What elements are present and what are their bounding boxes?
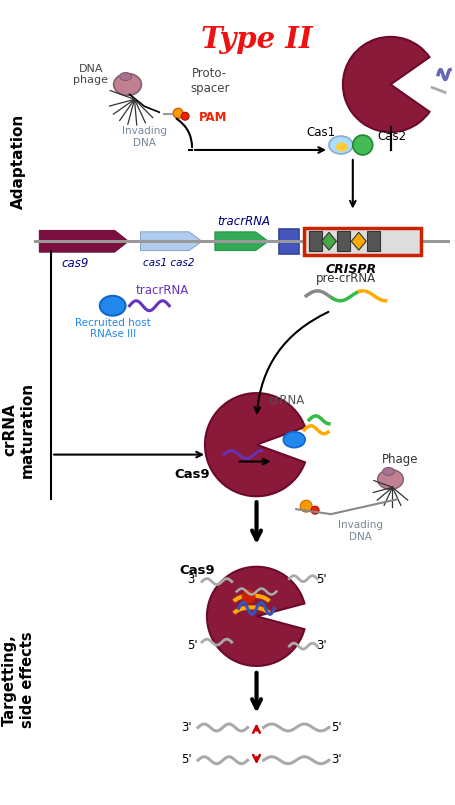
Text: Phage: Phage: [382, 453, 419, 466]
Text: Type II: Type II: [201, 25, 312, 54]
Text: Cas2: Cas2: [378, 130, 407, 142]
Bar: [308, 231, 322, 251]
Text: PAM: PAM: [199, 111, 228, 124]
Circle shape: [300, 500, 312, 512]
Bar: [279, 229, 299, 254]
Wedge shape: [207, 567, 304, 666]
Wedge shape: [205, 393, 305, 496]
Text: CRISPR: CRISPR: [325, 263, 376, 276]
Text: 5': 5': [331, 721, 342, 734]
Ellipse shape: [120, 72, 131, 81]
Circle shape: [242, 589, 256, 604]
Text: Recruited host
RNAse III: Recruited host RNAse III: [75, 318, 151, 340]
Text: DNA
phage: DNA phage: [73, 64, 108, 85]
Ellipse shape: [336, 142, 348, 151]
Ellipse shape: [100, 295, 126, 316]
Text: cas1 cas2: cas1 cas2: [143, 258, 195, 268]
Circle shape: [353, 135, 373, 155]
Bar: [367, 231, 380, 251]
Circle shape: [181, 112, 189, 120]
Ellipse shape: [378, 469, 404, 489]
Text: tracrRNA: tracrRNA: [217, 215, 270, 228]
Ellipse shape: [383, 468, 394, 476]
Bar: [338, 231, 350, 251]
Text: Cas9: Cas9: [174, 468, 210, 481]
Text: Cas9: Cas9: [179, 564, 215, 577]
Text: Proto-
spacer: Proto- spacer: [190, 67, 230, 94]
Text: crRNA
maturation: crRNA maturation: [2, 382, 35, 478]
Bar: [304, 229, 421, 255]
Text: Invading
DNA: Invading DNA: [122, 126, 167, 148]
Text: 5': 5': [316, 573, 327, 586]
Text: pre-crRNA: pre-crRNA: [316, 272, 376, 286]
Text: cas9: cas9: [61, 257, 89, 270]
Text: Targetting,
side effects: Targetting, side effects: [2, 632, 35, 729]
Wedge shape: [343, 37, 430, 132]
FancyArrow shape: [215, 232, 268, 250]
Text: 3': 3': [187, 573, 198, 586]
Circle shape: [311, 506, 319, 514]
Text: 5': 5': [187, 638, 198, 651]
Text: 3': 3': [331, 753, 342, 766]
Text: 5': 5': [182, 753, 192, 766]
FancyArrow shape: [39, 230, 129, 252]
Polygon shape: [322, 233, 336, 250]
Text: Adaptation: Adaptation: [11, 114, 26, 209]
Polygon shape: [351, 233, 366, 250]
Text: 3': 3': [316, 638, 327, 651]
Text: Cas1: Cas1: [307, 126, 336, 138]
Ellipse shape: [283, 431, 305, 448]
Ellipse shape: [114, 73, 142, 95]
FancyArrow shape: [141, 232, 202, 250]
Text: tracrRNA: tracrRNA: [136, 284, 189, 297]
Text: crRNA: crRNA: [268, 394, 304, 407]
Ellipse shape: [329, 136, 353, 154]
Circle shape: [173, 109, 183, 118]
Text: Invading
DNA: Invading DNA: [338, 520, 383, 542]
Text: 3': 3': [182, 721, 192, 734]
